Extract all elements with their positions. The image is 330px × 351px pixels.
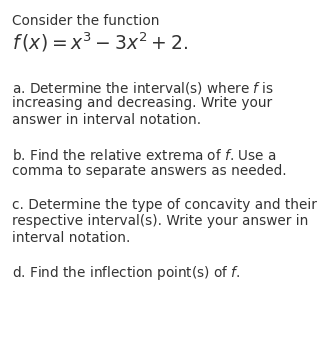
Text: c. Determine the type of concavity and their: c. Determine the type of concavity and t… <box>12 198 317 212</box>
Text: $f\,(x) = x^3 - 3x^2 + 2.$: $f\,(x) = x^3 - 3x^2 + 2.$ <box>12 30 188 53</box>
Text: increasing and decreasing. Write your: increasing and decreasing. Write your <box>12 97 272 111</box>
Text: d. Find the inflection point(s) of $f$.: d. Find the inflection point(s) of $f$. <box>12 264 241 282</box>
Text: comma to separate answers as needed.: comma to separate answers as needed. <box>12 165 287 179</box>
Text: a. Determine the interval(s) where $f$ is: a. Determine the interval(s) where $f$ i… <box>12 80 274 96</box>
Text: answer in interval notation.: answer in interval notation. <box>12 113 201 127</box>
Text: respective interval(s). Write your answer in: respective interval(s). Write your answe… <box>12 214 308 229</box>
Text: Consider the function: Consider the function <box>12 14 159 28</box>
Text: interval notation.: interval notation. <box>12 231 130 245</box>
Text: b. Find the relative extrema of $f$. Use a: b. Find the relative extrema of $f$. Use… <box>12 148 277 163</box>
